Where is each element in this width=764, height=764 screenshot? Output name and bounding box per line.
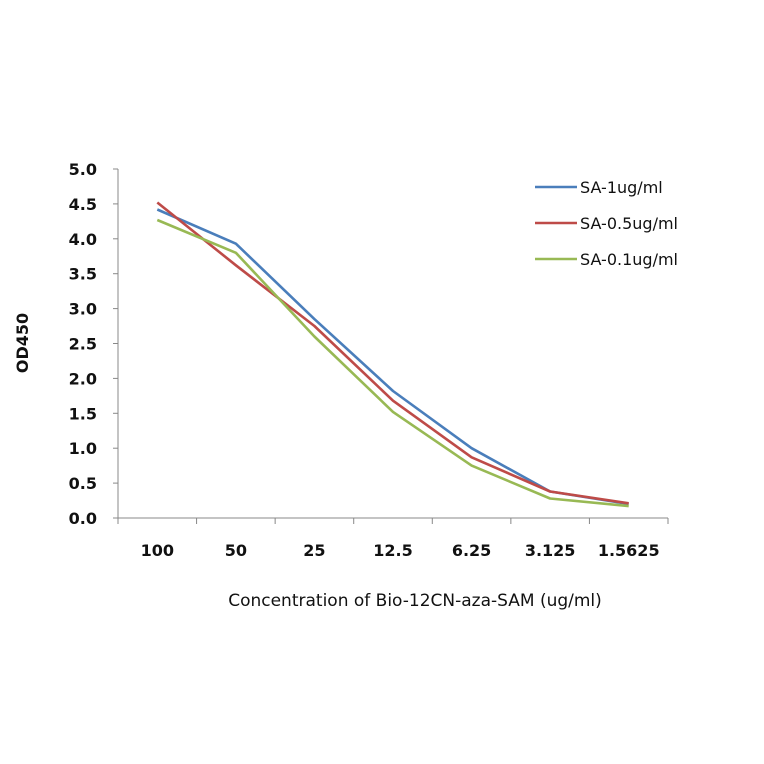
y-axis-title: OD450 <box>13 313 32 373</box>
y-tick-label: 4.5 <box>69 195 97 214</box>
y-tick-label: 5.0 <box>69 160 97 179</box>
legend: SA-1ug/ml SA-0.5ug/ml SA-0.1ug/ml <box>535 178 678 269</box>
x-tick-label: 6.25 <box>452 541 491 560</box>
x-tick-label: 50 <box>225 541 247 560</box>
y-tick-label: 0.5 <box>69 474 97 493</box>
x-tick-label: 25 <box>303 541 325 560</box>
legend-label-1: SA-0.5ug/ml <box>580 214 678 233</box>
y-tick-label: 1.0 <box>69 439 97 458</box>
legend-label-0: SA-1ug/ml <box>580 178 663 197</box>
x-tick-labels: 100 50 25 12.5 6.25 3.125 1.5625 <box>141 541 660 560</box>
axes <box>113 168 669 524</box>
y-tick-label: 3.5 <box>69 265 97 284</box>
x-tick-label: 3.125 <box>525 541 576 560</box>
x-tick-label: 12.5 <box>373 541 412 560</box>
series-lines <box>156 201 629 508</box>
series-line-1 <box>156 201 629 505</box>
legend-label-2: SA-0.1ug/ml <box>580 250 678 269</box>
y-tick-label: 4.0 <box>69 230 97 249</box>
y-tick-label: 0.0 <box>69 509 97 528</box>
y-tick-label: 3.0 <box>69 300 97 319</box>
y-tick-label: 2.5 <box>69 335 97 354</box>
x-tick-label: 1.5625 <box>598 541 660 560</box>
y-tick-label: 1.5 <box>69 404 97 423</box>
series-line-0 <box>156 208 629 506</box>
x-tick-label: 100 <box>141 541 174 560</box>
x-axis-title: Concentration of Bio-12CN-aza-SAM (ug/ml… <box>228 591 602 611</box>
y-tick-label: 2.0 <box>69 369 97 388</box>
series-line-2 <box>156 218 629 508</box>
y-tick-labels: 0.0 0.5 1.0 1.5 2.0 2.5 3.0 3.5 4.0 4.5 5.0 <box>69 160 97 528</box>
